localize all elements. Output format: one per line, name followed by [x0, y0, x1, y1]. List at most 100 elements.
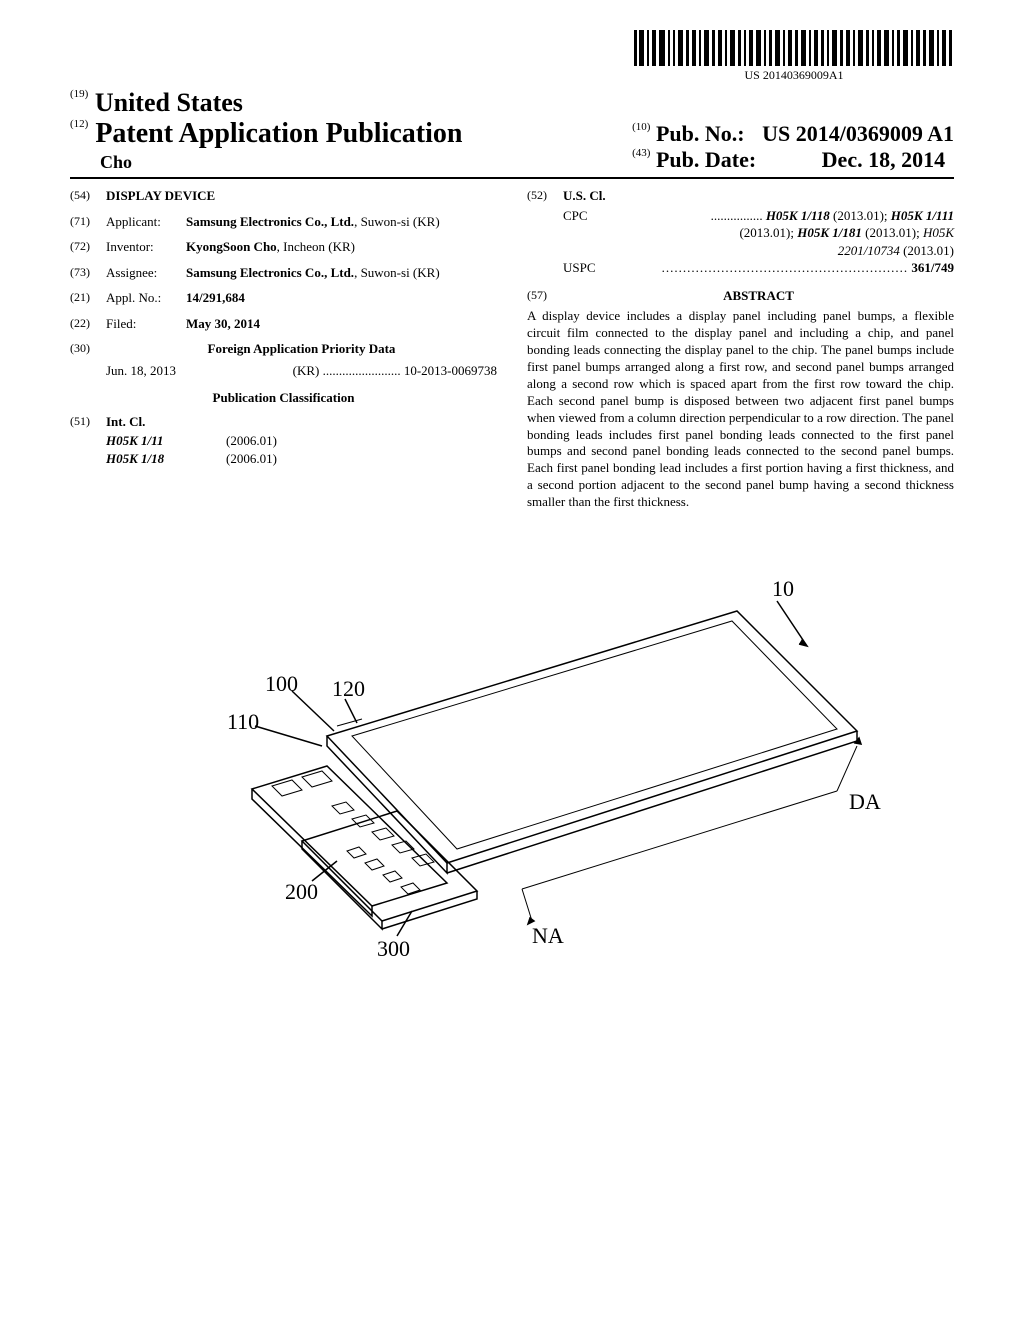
- label-da: DA: [849, 789, 881, 814]
- barcode-text: US 20140369009A1: [634, 68, 954, 83]
- board-ext-1: [252, 766, 447, 906]
- panel-top: [327, 611, 857, 863]
- intcl-table: H05K 1/11 (2006.01) H05K 1/18 (2006.01): [70, 432, 497, 467]
- lead-100: [292, 691, 334, 731]
- barcode-svg: [634, 30, 954, 66]
- cpc-1: H05K 1/118: [766, 208, 830, 223]
- author: Cho: [70, 152, 462, 173]
- pubdate: Dec. 18, 2014: [822, 147, 945, 172]
- filed-code: (22): [70, 315, 106, 333]
- priority-header-row: (30) Foreign Application Priority Data: [70, 340, 497, 358]
- priority-code: (30): [70, 340, 106, 358]
- appl-code: (21): [70, 289, 106, 307]
- inventor-label: Inventor:: [106, 238, 186, 256]
- lead-110: [255, 726, 322, 746]
- pubdate-line: (43) Pub. Date: Dec. 18, 2014: [632, 147, 954, 173]
- author-name: Cho: [100, 152, 132, 172]
- assignee-row: (73) Assignee: Samsung Electronics Co., …: [70, 264, 497, 282]
- label-na: NA: [532, 923, 564, 948]
- cpc-dots1: ................: [711, 208, 763, 223]
- assignee-value: Samsung Electronics Co., Ltd., Suwon-si …: [186, 264, 497, 282]
- priority-country: (KR): [293, 363, 320, 378]
- intcl-row: (51) Int. Cl.: [70, 413, 497, 431]
- uspc-label: USPC: [563, 259, 596, 277]
- label-300: 300: [377, 936, 410, 961]
- intcl-label: Int. Cl.: [106, 413, 145, 431]
- label-100: 100: [265, 671, 298, 696]
- pubno-label: Pub. No.:: [656, 121, 745, 146]
- country-line: (19) United States: [70, 88, 462, 118]
- uspc-line: USPC ...................................…: [527, 259, 954, 277]
- assignee-name: Samsung Electronics Co., Ltd.: [186, 265, 354, 280]
- abstract-text: A display device includes a display pane…: [527, 308, 954, 511]
- appl-no: 14/291,684: [186, 289, 497, 307]
- cpc-3: H05K 1/181: [797, 225, 862, 240]
- pubtype-code: (12): [70, 118, 88, 130]
- cpc-line3: 2201/10734: [838, 243, 900, 258]
- uspc: 361/749: [911, 260, 954, 275]
- inventor-name: KyongSoon Cho: [186, 239, 277, 254]
- label-10: 10: [772, 576, 794, 601]
- pubdate-label: Pub. Date:: [656, 147, 756, 172]
- appl-row: (21) Appl. No.: 14/291,684: [70, 289, 497, 307]
- cpc-line2a: (2013.01);: [739, 225, 797, 240]
- pubtype-line: (12) Patent Application Publication: [70, 118, 462, 150]
- priority-no: 10-2013-0069738: [404, 363, 497, 378]
- pubtype: Patent Application Publication: [95, 118, 462, 149]
- cpc-4: H05K: [923, 225, 954, 240]
- appl-label: Appl. No.:: [106, 289, 186, 307]
- priority-data-row: Jun. 18, 2013 (KR) .....................…: [70, 362, 497, 380]
- figure-labels: 10 100 120 110 200 300 DA NA: [227, 576, 881, 961]
- cpc-2: H05K 1/111: [891, 208, 954, 223]
- uscl-code: (52): [527, 187, 563, 205]
- intcl-row-1: H05K 1/18 (2006.01): [106, 450, 497, 468]
- applicant-name: Samsung Electronics Co., Ltd.: [186, 214, 354, 229]
- assignee-loc: Suwon-si (KR): [361, 265, 440, 280]
- cpc-1d: (2013.01);: [830, 208, 891, 223]
- cpc-3d: (2013.01);: [862, 225, 923, 240]
- barcode-area: US 20140369009A1: [70, 30, 954, 84]
- cpc-line3d: (2013.01): [900, 243, 954, 258]
- inventor-value: KyongSoon Cho, Incheon (KR): [186, 238, 497, 256]
- filed-date: May 30, 2014: [186, 315, 497, 333]
- layer-120-edge: [337, 719, 362, 726]
- priority-date: Jun. 18, 2013: [106, 362, 176, 380]
- uscl-row: (52) U.S. Cl.: [527, 187, 954, 205]
- intcl-code: (51): [70, 413, 106, 431]
- panel-right-edge: [447, 731, 857, 873]
- intcl-date-0: (2006.01): [226, 432, 326, 450]
- pubno-code: (10): [632, 121, 650, 133]
- title: DISPLAY DEVICE: [106, 187, 497, 205]
- filed-row: (22) Filed: May 30, 2014: [70, 315, 497, 333]
- abstract-code: (57): [527, 287, 563, 305]
- intcl-cls-0: H05K 1/11: [106, 432, 226, 450]
- header-left: (19) United States (12) Patent Applicati…: [70, 88, 462, 173]
- da-arrow-top: [855, 738, 861, 744]
- lead-10-arrow: [799, 639, 807, 646]
- inventor-code: (72): [70, 238, 106, 256]
- title-row: (54) DISPLAY DEVICE: [70, 187, 497, 205]
- country: United States: [95, 88, 243, 117]
- cpc-label: CPC: [563, 207, 588, 225]
- label-110: 110: [227, 709, 259, 734]
- pubno-line: (10) Pub. No.: US 2014/0369009 A1: [632, 121, 954, 147]
- applicant-row: (71) Applicant: Samsung Electronics Co.,…: [70, 213, 497, 231]
- right-column: (52) U.S. Cl. CPC ................ H05K …: [527, 187, 954, 511]
- pubno: US 2014/0369009 A1: [762, 121, 954, 146]
- pubdate-code: (43): [632, 147, 650, 159]
- filed-label: Filed:: [106, 315, 186, 333]
- inventor-row: (72) Inventor: KyongSoon Cho, Incheon (K…: [70, 238, 497, 256]
- uscl-label: U.S. Cl.: [563, 187, 606, 205]
- applicant-code: (71): [70, 213, 106, 231]
- uspc-dots: ........................................…: [662, 260, 909, 275]
- left-column: (54) DISPLAY DEVICE (71) Applicant: Sams…: [70, 187, 497, 511]
- inventor-loc: , Incheon (KR): [277, 239, 355, 254]
- cpc-line1: CPC ................ H05K 1/118 (2013.01…: [527, 207, 954, 225]
- priority-dots: ........................: [323, 363, 401, 378]
- figure-area: 10 100 120 110 200 300 DA NA: [70, 551, 954, 976]
- assignee-code: (73): [70, 264, 106, 282]
- country-code: (19): [70, 88, 88, 100]
- label-200: 200: [285, 879, 318, 904]
- pubclass-title: Publication Classification: [70, 389, 497, 407]
- na-bracket: [522, 746, 857, 921]
